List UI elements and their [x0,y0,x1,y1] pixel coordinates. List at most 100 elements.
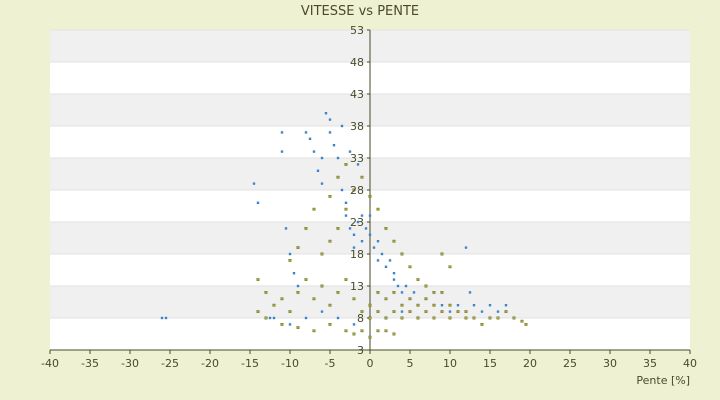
data-point [360,240,364,243]
data-point [392,310,396,313]
data-point [296,284,300,288]
data-point [440,252,444,256]
data-point [320,182,324,185]
y-tick-label: 23 [350,216,364,229]
data-point [344,163,348,166]
data-point [496,310,500,313]
data-point [376,291,380,294]
x-tick-label: -20 [201,357,219,370]
data-point [456,310,460,313]
data-point [440,291,444,294]
data-point [512,316,516,320]
data-point [272,316,276,320]
data-point [456,304,460,307]
data-point [448,316,452,320]
data-point [432,291,436,294]
data-point [464,316,468,320]
data-point [376,329,380,333]
data-point [396,284,400,288]
data-point [524,323,528,326]
data-point [320,252,324,256]
x-tick-labels: -40 -35 -30 -25 -20 -15 -10 -5 0 5 10 15 20 25 30 35 40 [41,357,697,370]
data-point [336,316,340,320]
data-point [336,175,340,179]
data-point [392,291,396,294]
data-point [296,291,300,294]
data-point [352,332,356,336]
x-tick-label: -30 [121,357,139,370]
data-point [284,227,288,230]
data-point [464,246,468,249]
data-point [520,319,524,323]
data-point [324,112,328,115]
data-point [296,326,300,329]
data-point [320,310,324,313]
x-tick-label: -10 [281,357,299,370]
data-point [468,291,472,294]
data-point [304,227,308,230]
data-point [356,220,360,224]
x-tick-label: -5 [325,357,336,370]
data-point [296,246,300,249]
data-point [416,278,420,281]
data-point [392,239,396,243]
data-point [400,310,404,313]
data-point [368,335,372,339]
data-point [328,303,332,307]
x-tick-label: -25 [161,357,179,370]
data-point [432,303,436,307]
data-point [264,291,268,294]
chart-title: VITESSE vs PENTE [301,4,419,19]
data-point [368,233,372,236]
data-point [356,163,360,166]
data-point [312,150,316,153]
data-point [304,278,308,281]
data-point [488,304,492,307]
data-points [160,112,528,339]
data-point [480,323,484,326]
axes [49,29,691,354]
data-point [256,310,260,313]
data-point [304,316,308,320]
data-point [344,207,348,211]
data-point [384,265,388,268]
data-point [360,214,364,217]
data-point [372,246,376,249]
data-point [288,259,292,262]
y-tick-label: 18 [350,248,364,261]
data-point [256,201,260,204]
data-point [328,195,332,198]
data-point [504,304,508,307]
data-point [400,303,404,307]
data-point [312,297,316,301]
data-point [328,131,332,134]
data-point [364,227,368,230]
data-point [384,316,388,320]
data-point [496,316,500,320]
y-tick-label: 53 [350,24,364,37]
x-tick-label: -15 [241,357,259,370]
data-point [412,291,416,294]
data-point [360,175,364,179]
data-point [400,291,404,294]
data-point [448,303,452,307]
data-point [336,156,340,160]
data-point [400,316,404,320]
data-point [320,156,324,160]
data-point [340,124,344,128]
y-tick-label: 28 [350,184,364,197]
data-point [256,278,260,281]
data-point [316,169,320,172]
data-point [392,272,396,275]
data-point [340,188,344,192]
data-point [376,259,380,262]
x-tick-label: 10 [443,357,457,370]
y-tick-label: 3 [357,344,364,357]
data-point [280,131,284,134]
data-point [336,227,340,230]
data-point [368,303,372,307]
data-point [352,188,356,192]
data-point [332,144,336,147]
data-point [352,246,356,249]
